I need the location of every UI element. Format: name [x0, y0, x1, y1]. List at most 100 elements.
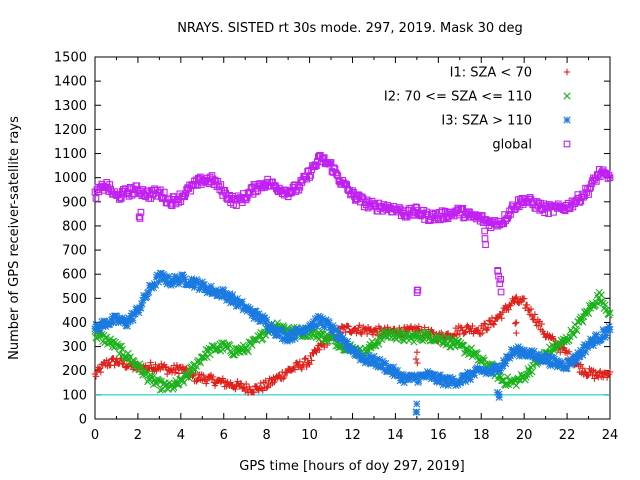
marker-stroke	[464, 350, 473, 359]
data-point	[281, 373, 288, 381]
data-point	[565, 348, 573, 355]
data-point	[528, 312, 536, 320]
data-point	[271, 378, 278, 386]
data-point	[156, 386, 164, 394]
marker-stroke	[108, 343, 117, 351]
marker-stroke	[155, 377, 163, 385]
y-tick-label: 700	[62, 244, 87, 259]
marker-stroke	[458, 341, 466, 349]
data-point	[232, 385, 239, 393]
data-point	[238, 298, 246, 306]
marker-stroke	[273, 319, 281, 327]
y-tick-label: 300	[62, 340, 87, 355]
data-point	[356, 322, 363, 329]
marker-stroke	[119, 351, 127, 359]
data-point	[263, 384, 270, 392]
data-point	[473, 350, 481, 358]
marker-stroke	[139, 371, 147, 379]
marker-stroke	[103, 333, 111, 341]
data-point	[581, 368, 588, 376]
data-point	[227, 379, 234, 386]
marker-stroke	[223, 341, 231, 349]
data-point	[333, 326, 341, 335]
marker-stroke	[169, 385, 177, 393]
marker-stroke	[148, 373, 157, 382]
data-point	[92, 373, 100, 380]
data-point	[367, 326, 375, 333]
marker-stroke	[130, 357, 138, 366]
marker-stroke	[332, 342, 340, 350]
data-point	[296, 358, 304, 365]
y-tick-label: 0	[79, 413, 87, 428]
marker-stroke	[213, 345, 221, 353]
marker-stroke	[389, 327, 398, 335]
marker-stroke	[445, 334, 453, 342]
marker-stroke	[109, 337, 118, 345]
data-point	[442, 341, 450, 349]
data-point	[139, 371, 147, 379]
x-tick-label: 8	[263, 428, 271, 443]
marker-stroke	[136, 360, 144, 368]
x-tick-label: 14	[387, 428, 404, 443]
marker-stroke	[419, 337, 427, 345]
marker-stroke	[467, 344, 476, 352]
marker-stroke	[421, 336, 429, 344]
data-point	[603, 374, 611, 381]
marker-stroke	[156, 386, 164, 394]
marker-stroke	[424, 331, 433, 339]
data-point	[141, 366, 149, 375]
marker-stroke	[172, 377, 180, 385]
data-point	[308, 357, 315, 364]
marker-stroke	[256, 331, 264, 339]
y-tick-label: 500	[62, 292, 87, 307]
marker-stroke	[309, 332, 318, 340]
data-point	[256, 331, 264, 339]
data-point	[461, 329, 468, 336]
marker-stroke	[462, 345, 470, 353]
data-point	[193, 378, 200, 385]
data-point	[171, 369, 179, 376]
marker-stroke	[442, 341, 450, 349]
data-point	[592, 368, 599, 376]
data-point	[419, 337, 427, 345]
marker-stroke	[242, 344, 250, 353]
data-point	[520, 295, 528, 302]
marker-stroke	[124, 349, 132, 357]
data-point	[276, 371, 283, 379]
marker-stroke	[394, 333, 402, 342]
data-point	[97, 368, 105, 376]
y-tick-label: 800	[62, 219, 87, 234]
data-point	[606, 368, 614, 376]
marker-stroke	[443, 333, 451, 342]
marker-stroke	[143, 370, 151, 378]
data-point	[375, 340, 383, 348]
data-point	[437, 334, 445, 342]
data-point	[505, 306, 512, 313]
marker-stroke	[116, 342, 124, 350]
data-point	[242, 380, 250, 388]
x-tick-label: 10	[301, 428, 318, 443]
data-point	[597, 291, 605, 299]
data-point	[163, 370, 171, 378]
x-tick-label: 4	[177, 428, 185, 443]
data-point	[283, 369, 291, 376]
data-point	[577, 361, 584, 368]
data-point	[421, 324, 428, 331]
data-point	[175, 370, 183, 377]
marker-stroke	[414, 333, 422, 342]
data-point	[165, 272, 173, 281]
marker-stroke	[185, 373, 193, 382]
x-tick-label: 0	[91, 428, 99, 443]
data-point	[291, 366, 299, 373]
y-tick-label: 900	[62, 195, 87, 210]
y-tick-label: 100	[62, 388, 87, 403]
data-point	[301, 355, 308, 363]
data-point	[513, 293, 520, 301]
data-point	[462, 328, 469, 336]
data-point	[538, 320, 545, 328]
marker-stroke	[388, 329, 397, 337]
data-point	[579, 365, 586, 372]
data-point	[196, 359, 204, 367]
data-point	[213, 345, 221, 353]
